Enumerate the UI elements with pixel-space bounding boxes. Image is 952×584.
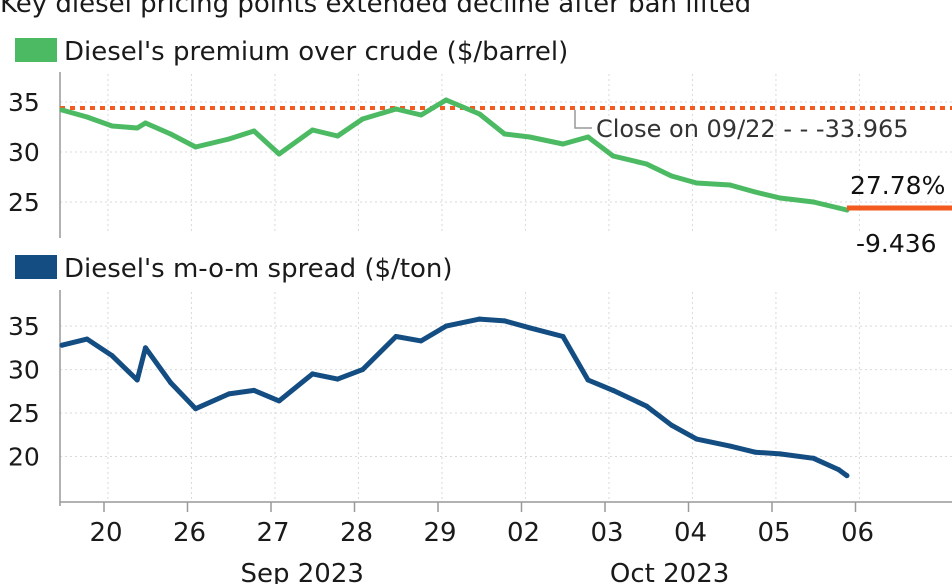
point-spread-13: [394, 334, 399, 339]
point-spread-5: [168, 380, 173, 385]
panel-premium: 25 30 35 Close on 09/22 - - -33.965 27.78%: [8, 72, 952, 238]
point-premium-29: [836, 206, 841, 211]
point-spread-27: [778, 451, 783, 456]
point-premium-4: [143, 121, 148, 126]
point-premium-18: [527, 135, 532, 140]
point-spread-12: [360, 367, 365, 372]
point-premium-20: [586, 135, 591, 140]
point-spread-21: [611, 388, 616, 393]
x-tick-label-1: 26: [173, 518, 206, 548]
legend-label-spread: Diesel's m-o-m spread ($/ton): [64, 254, 453, 284]
point-premium-6: [193, 145, 198, 150]
point-spread-17: [502, 318, 507, 323]
month-label-1: Oct 2023: [610, 559, 729, 584]
point-premium-24: [694, 181, 699, 186]
x-tick-label-4: 29: [423, 518, 456, 548]
legend-swatch-premium: [15, 38, 57, 62]
y-tick-premium-0: 25: [8, 188, 40, 217]
point-premium-19: [561, 142, 566, 147]
point-premium-23: [669, 174, 674, 179]
y-tick-premium-1: 30: [8, 138, 40, 167]
point-premium-7: [227, 137, 232, 142]
point-spread-0: [60, 343, 65, 348]
point-premium-3: [135, 126, 140, 131]
y-tick-spread-0: 20: [8, 443, 40, 472]
point-spread-1: [85, 337, 90, 342]
point-premium-10: [310, 128, 315, 133]
annotation-text: Close on 09/22 - - -33.965: [596, 115, 909, 143]
point-spread-8: [252, 388, 257, 393]
x-tick-label-3: 28: [340, 518, 373, 548]
legend-label-premium: Diesel's premium over crude ($/barrel): [64, 37, 568, 67]
point-premium-26: [753, 190, 758, 195]
point-premium-8: [252, 129, 257, 134]
point-spread-3: [135, 378, 140, 383]
point-spread-26: [753, 450, 758, 455]
annotation-leader: [575, 110, 592, 128]
point-spread-4: [143, 345, 148, 350]
point-spread-6: [193, 406, 198, 411]
point-premium-1: [85, 115, 90, 120]
last-value-label-spread: -9.436: [856, 229, 937, 258]
point-spread-11: [335, 377, 340, 382]
point-premium-15: [444, 98, 449, 103]
point-spread-29: [836, 467, 841, 472]
x-tick-label-6: 03: [590, 518, 623, 548]
y-tick-spread-1: 25: [8, 399, 40, 428]
point-spread-2: [110, 353, 115, 358]
point-premium-22: [644, 162, 649, 167]
x-tick-label-2: 27: [256, 518, 289, 548]
point-spread-18: [527, 325, 532, 330]
x-axis: 20 26 27 28 29 02 03 04 05 06 Sep 2023 Oct 2023: [60, 502, 952, 584]
point-premium-12: [360, 117, 365, 122]
x-tick-label-9: 06: [841, 518, 874, 548]
point-premium-11: [335, 134, 340, 139]
point-premium-9: [277, 152, 282, 157]
series-line-spread: [62, 319, 847, 476]
point-spread-22: [644, 404, 649, 409]
point-spread-10: [310, 371, 315, 376]
point-premium-2: [110, 124, 115, 129]
point-spread-30: [844, 473, 849, 478]
y-tick-spread-2: 30: [8, 356, 40, 385]
point-premium-28: [811, 200, 816, 205]
point-spread-24: [694, 437, 699, 442]
x-tick-label-7: 04: [674, 518, 707, 548]
point-premium-25: [728, 183, 733, 188]
point-spread-15: [444, 324, 449, 329]
point-premium-27: [778, 196, 783, 201]
point-spread-25: [728, 444, 733, 449]
point-spread-19: [561, 334, 566, 339]
point-premium-13: [394, 107, 399, 112]
point-premium-14: [419, 113, 424, 118]
point-premium-16: [477, 112, 482, 117]
last-value-label-premium: 27.78%: [850, 171, 945, 200]
month-label-0: Sep 2023: [241, 559, 364, 584]
point-premium-21: [611, 154, 616, 159]
point-premium-0: [60, 108, 65, 113]
point-spread-9: [277, 398, 282, 403]
point-spread-14: [419, 338, 424, 343]
x-tick-label-8: 05: [757, 518, 790, 548]
point-spread-28: [811, 456, 816, 461]
point-premium-17: [502, 132, 507, 137]
point-spread-20: [586, 378, 591, 383]
y-tick-spread-3: 35: [8, 312, 40, 341]
chart-title: Key diesel pricing points extended decli…: [0, 0, 751, 19]
point-spread-23: [669, 423, 674, 428]
point-premium-5: [168, 132, 173, 137]
y-tick-premium-2: 35: [8, 88, 40, 117]
point-spread-7: [227, 391, 232, 396]
x-tick-label-0: 20: [89, 518, 122, 548]
point-spread-16: [477, 317, 482, 322]
x-tick-label-5: 02: [507, 518, 540, 548]
legend-swatch-spread: [15, 255, 57, 279]
